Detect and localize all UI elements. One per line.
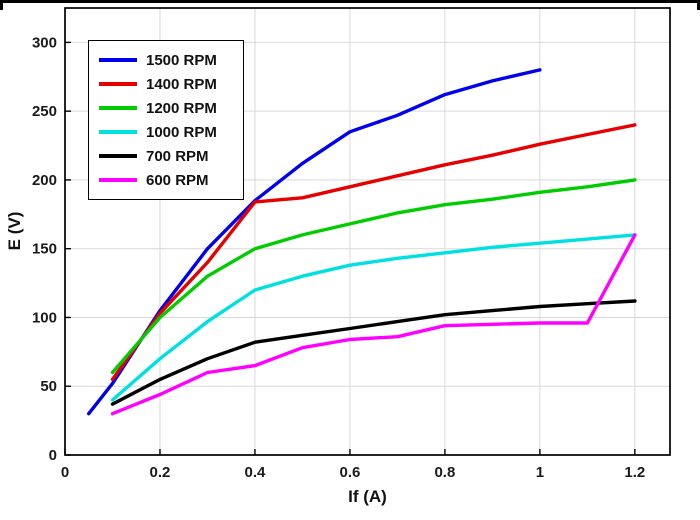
legend-label: 1500 RPM xyxy=(146,51,217,69)
figure-border-corner-right xyxy=(697,0,700,10)
figure-border-top xyxy=(0,0,700,3)
x-tick-label: 0.4 xyxy=(245,464,267,481)
series-line-1400-rpm xyxy=(110,123,637,382)
x-axis-label: If (A) xyxy=(348,487,387,506)
y-tick-label: 200 xyxy=(32,172,57,189)
y-tick-label: 50 xyxy=(40,378,57,395)
y-axis-label: E (V) xyxy=(5,211,24,251)
legend-item-1500-rpm: 1500 RPM xyxy=(99,50,217,70)
legend-item-1200-rpm: 1200 RPM xyxy=(99,98,217,118)
legend-item-1400-rpm: 1400 RPM xyxy=(99,74,217,94)
legend-label: 600 RPM xyxy=(146,171,209,189)
legend-line-sample xyxy=(99,106,137,110)
legend-line-sample xyxy=(99,154,137,158)
x-tick-label: 0.2 xyxy=(150,464,171,481)
legend-label: 1000 RPM xyxy=(146,123,217,141)
legend-label: 1400 RPM xyxy=(146,75,217,93)
legend-line-sample xyxy=(99,178,137,182)
series-line-1000-rpm xyxy=(110,233,637,402)
series-line-1200-rpm xyxy=(110,178,637,375)
legend-line-sample xyxy=(99,58,137,62)
y-tick-label: 250 xyxy=(32,103,57,120)
series-line-700-rpm xyxy=(110,299,637,406)
legend-item-600-rpm: 600 RPM xyxy=(99,170,217,190)
x-tick-label: 0.6 xyxy=(339,464,360,481)
legend-label: 1200 RPM xyxy=(146,99,217,117)
legend-line-sample xyxy=(99,130,137,134)
legend-item-700-rpm: 700 RPM xyxy=(99,146,217,166)
x-tick-label: 1.2 xyxy=(624,464,645,481)
y-tick-label: 0 xyxy=(49,447,57,464)
legend-label: 700 RPM xyxy=(146,147,209,165)
figure-border-corner-left xyxy=(0,0,3,10)
legend-line-sample xyxy=(99,82,137,86)
series-line-600-rpm xyxy=(110,233,637,416)
y-tick-label: 300 xyxy=(32,34,57,51)
legend-item-1000-rpm: 1000 RPM xyxy=(99,122,217,142)
x-tick-label: 0.8 xyxy=(434,464,455,481)
y-tick-label: 100 xyxy=(32,309,57,326)
chart-legend: 1500 RPM 1400 RPM 1200 RPM 1000 RPM 700 RPM 6… xyxy=(88,40,244,200)
x-tick-label: 1 xyxy=(536,464,544,481)
x-tick-label: 0 xyxy=(61,464,69,481)
plot-box xyxy=(64,7,671,456)
y-tick-label: 150 xyxy=(32,241,57,258)
